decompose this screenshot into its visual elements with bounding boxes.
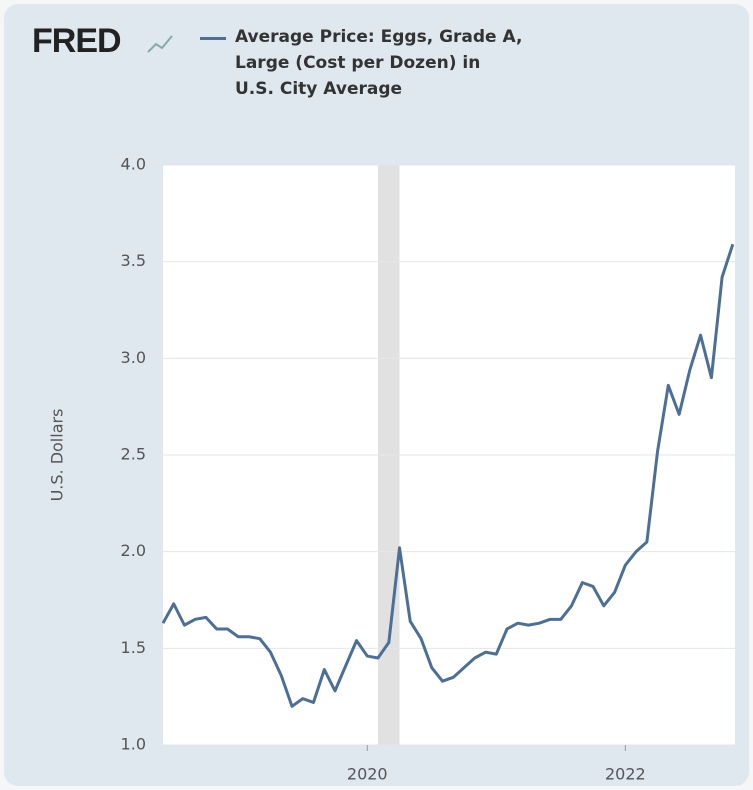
legend-label: Average Price: Eggs, Grade A, Large (Cos…	[235, 27, 523, 99]
legend-swatch	[200, 37, 226, 40]
logo: FRED	[32, 22, 122, 60]
y-tick-label: 2.5	[121, 445, 146, 464]
y-axis-label: U.S. Dollars	[48, 409, 67, 502]
y-tick-label: 1.5	[121, 638, 146, 657]
series-line	[161, 243, 735, 708]
y-tick-label: 3.5	[121, 251, 146, 270]
logo-icon	[147, 35, 173, 53]
x-tick-label: 2020	[347, 765, 388, 784]
y-tick-label: 3.0	[121, 348, 146, 367]
x-tick-label: 2022	[605, 765, 646, 784]
y-tick-label: 4.0	[121, 155, 146, 174]
y-tick-label: 2.0	[121, 541, 146, 560]
y-tick-label: 1.0	[121, 735, 146, 754]
